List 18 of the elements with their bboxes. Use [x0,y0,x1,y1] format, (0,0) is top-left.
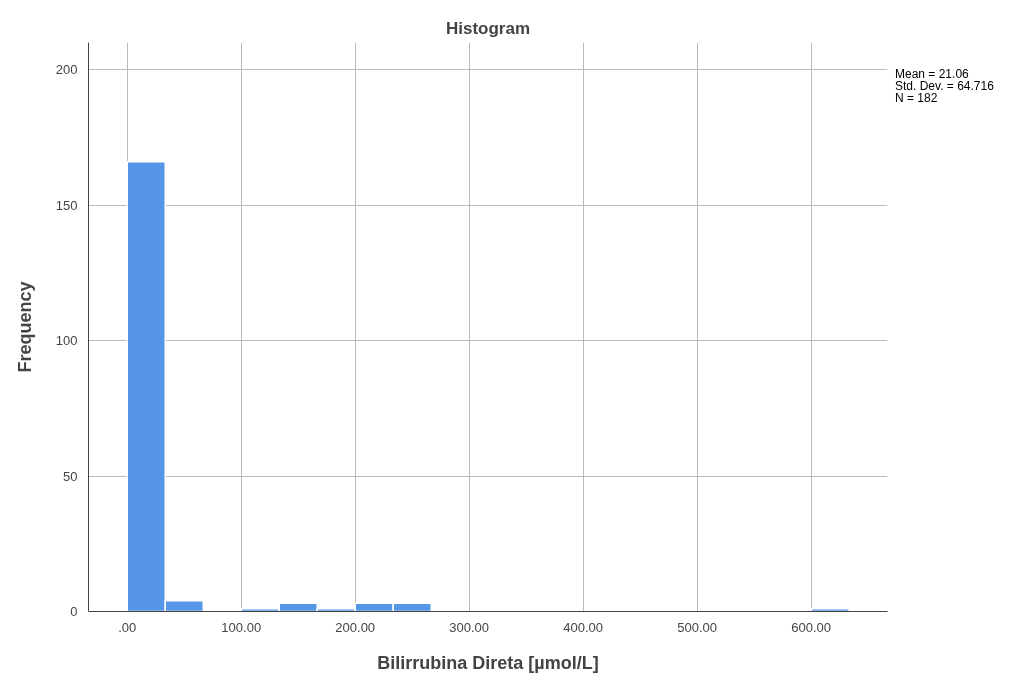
x-tick-label: 100.00 [221,619,262,635]
chart-title: Histogram [445,18,531,38]
x-tick-label: 300.00 [449,619,490,635]
text: Std. Dev. = 64.716 [895,79,994,93]
y-axis-title: Frequency [14,281,35,373]
x-tick-label: 600.00 [791,619,832,635]
x-axis-title: Bilirrubina Direta [µmol/L] [377,652,599,673]
y-tick-label: 50 [63,468,78,484]
x-tick-label: 200.00 [335,619,376,635]
x-tick-label: 500.00 [677,619,718,635]
text: N = 182 [895,91,938,105]
y-tick-label: 100 [55,333,78,349]
text: Mean = 21.06 [895,67,969,81]
x-tick-label: .00 [118,619,137,635]
y-tick-label: 0 [70,604,78,619]
y-tick-label: 150 [55,197,78,213]
y-tick-label: 200 [55,62,78,78]
x-tick-label: 400.00 [563,619,604,635]
